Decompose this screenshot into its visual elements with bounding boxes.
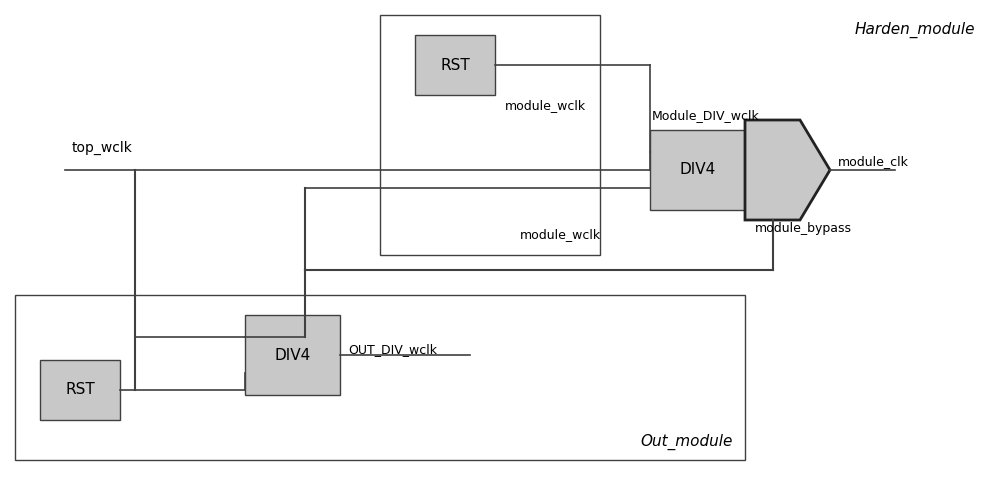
Bar xyxy=(380,15,600,255)
Text: module_bypass: module_bypass xyxy=(755,222,852,235)
Text: RST: RST xyxy=(440,57,470,72)
Bar xyxy=(40,360,120,420)
Text: Harden_module: Harden_module xyxy=(854,22,975,38)
Bar xyxy=(650,130,745,210)
Text: top_wclk: top_wclk xyxy=(72,141,133,155)
Text: RST: RST xyxy=(65,383,95,398)
Polygon shape xyxy=(745,120,830,220)
Text: module_wclk: module_wclk xyxy=(504,99,586,112)
Text: module_clk: module_clk xyxy=(838,156,909,169)
Text: DIV4: DIV4 xyxy=(679,162,716,177)
Text: Out_module: Out_module xyxy=(640,434,732,450)
Bar xyxy=(15,295,745,460)
Text: module_wclk: module_wclk xyxy=(519,228,601,241)
Text: OUT_DIV_wclk: OUT_DIV_wclk xyxy=(348,343,437,356)
Bar xyxy=(415,35,495,95)
Text: Module_DIV_wclk: Module_DIV_wclk xyxy=(652,109,760,122)
Bar xyxy=(245,315,340,395)
Text: DIV4: DIV4 xyxy=(274,347,311,363)
